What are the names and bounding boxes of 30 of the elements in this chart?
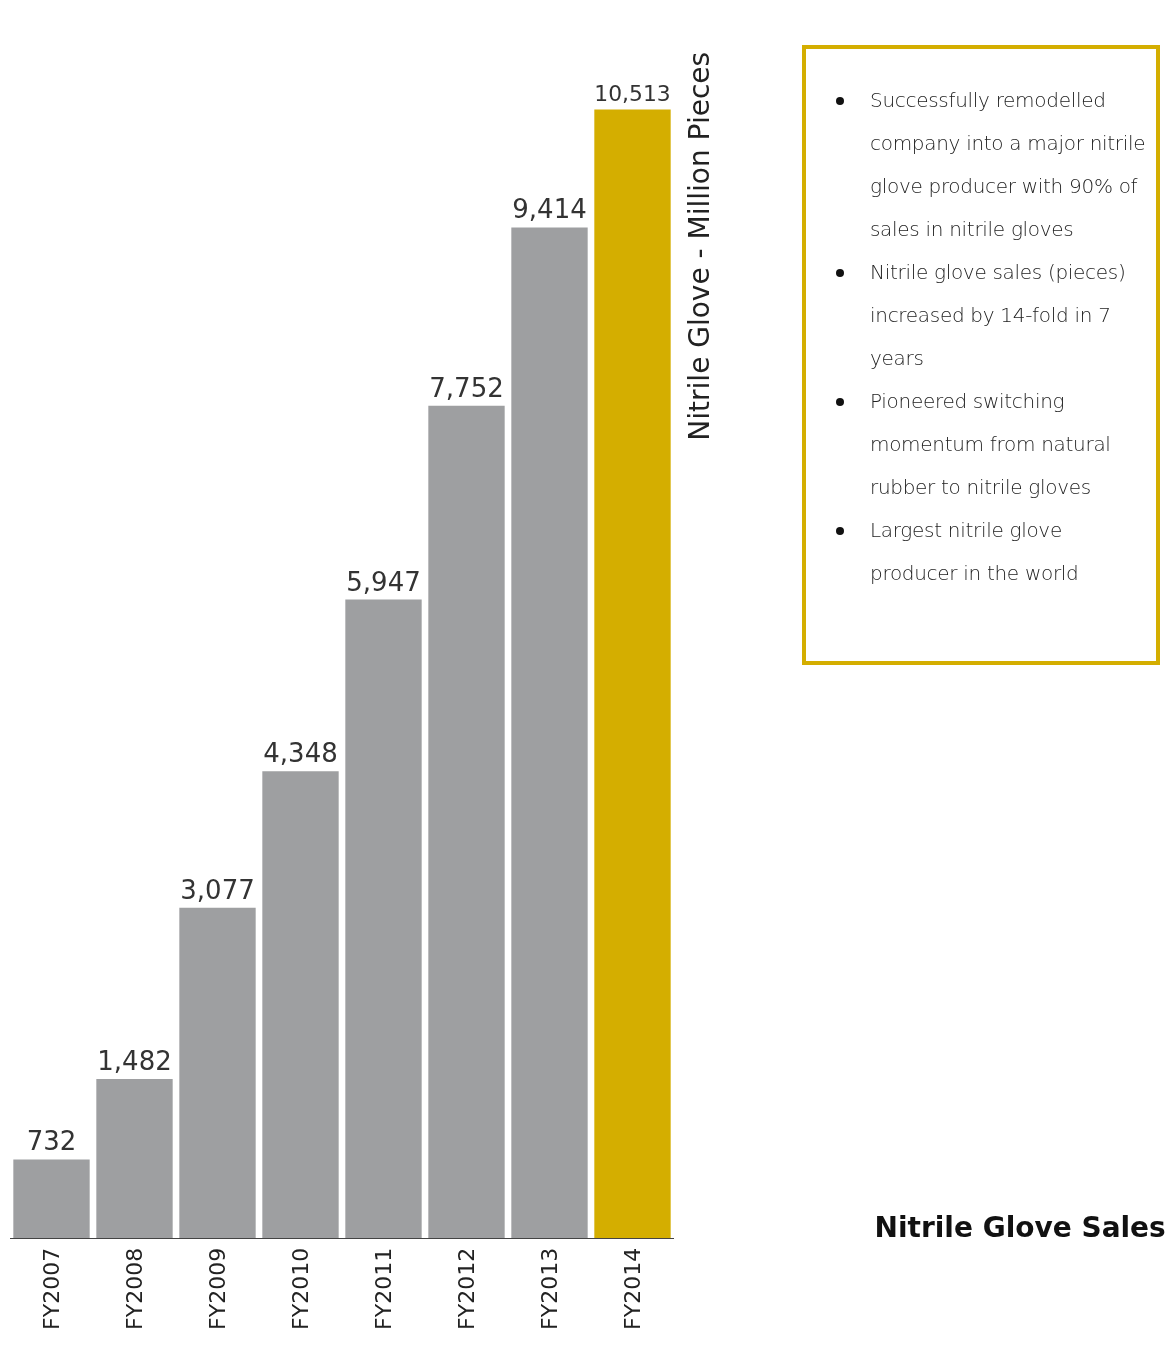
text: Pioneered switching momentum from natural rubber to nitrile gloves — [870, 389, 1111, 499]
text: Largest nitrile glove producer in the world — [870, 518, 1079, 585]
x-tick-label: FY2010 — [287, 1247, 313, 1330]
y-axis-title: Nitrile Glove - Million Pieces — [682, 51, 716, 441]
text: Successfully remodelled company into a major nitrile glove producer with 90% of sales in nitrile gloves — [870, 88, 1146, 241]
data-label: 7,752 — [429, 372, 504, 403]
bar — [262, 771, 339, 1238]
data-label: 3,077 — [180, 874, 255, 905]
x-tick-label: FY2008 — [121, 1247, 147, 1330]
bar — [13, 1159, 90, 1238]
bar — [511, 227, 588, 1238]
x-tick-label: FY2009 — [204, 1247, 230, 1330]
x-tick-label: FY2012 — [453, 1247, 479, 1330]
text: Nitrile glove sales (pieces) increased by 14-fold in 7 years — [870, 260, 1126, 370]
bar — [179, 907, 256, 1238]
bar — [594, 109, 671, 1238]
x-tick-label: FY2011 — [370, 1247, 396, 1330]
x-tick-label: FY2013 — [536, 1247, 562, 1330]
x-tick-label: FY2014 — [619, 1247, 645, 1330]
bar — [96, 1078, 173, 1238]
data-label: 5,947 — [346, 566, 421, 597]
data-label: 9,414 — [512, 194, 587, 225]
x-tick-label: FY2007 — [38, 1247, 64, 1330]
bar — [428, 405, 505, 1238]
data-label: 4,348 — [263, 738, 338, 769]
text: Nitrile Glove Sales — [874, 1211, 1166, 1245]
data-label: 732 — [26, 1126, 77, 1157]
data-label: 10,513 — [594, 81, 671, 107]
data-label: 1,482 — [97, 1045, 172, 1076]
bar — [345, 599, 422, 1238]
